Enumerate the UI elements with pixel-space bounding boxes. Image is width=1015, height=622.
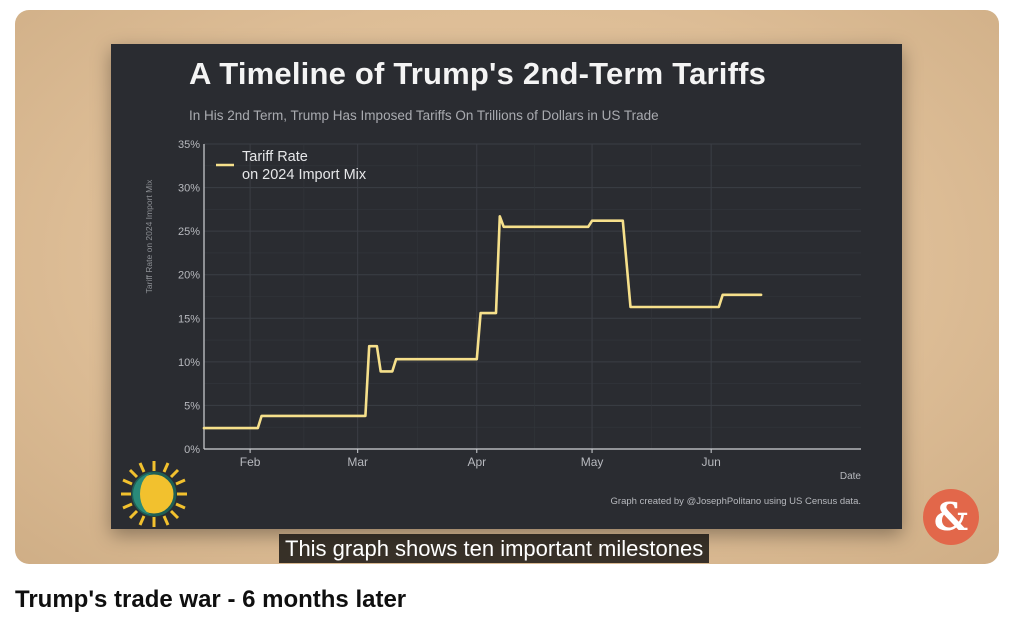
x-tick-label: Feb (240, 455, 261, 469)
chart-credit: Graph created by @JosephPolitano using U… (611, 496, 861, 507)
video-player[interactable]: A Timeline of Trump's 2nd-Term Tariffs I… (15, 10, 999, 564)
y-tick-label: 30% (178, 183, 200, 195)
x-tick-label: Apr (467, 455, 486, 469)
chart-title: A Timeline of Trump's 2nd-Term Tariffs (189, 56, 767, 91)
video-title[interactable]: Trump's trade war - 6 months later (15, 586, 407, 613)
x-tick-label: Jun (701, 455, 720, 469)
chart-subtitle: In His 2nd Term, Trump Has Imposed Tarif… (189, 108, 659, 123)
y-tick-label: 5% (184, 400, 200, 412)
y-tick-label: 20% (178, 270, 200, 282)
y-tick-label: 0% (184, 444, 200, 456)
x-axis-label: Date (840, 471, 862, 482)
legend-label: on 2024 Import Mix (242, 167, 367, 183)
y-tick-label: 25% (178, 226, 200, 238)
y-tick-label: 10% (178, 357, 200, 369)
line-chart: 0% 5% 10% 15% 20% 25% 30% 35% Feb Mar Apr May Jun Tar… (144, 139, 862, 507)
chart-board: A Timeline of Trump's 2nd-Term Tariffs I… (111, 44, 902, 529)
y-tick-label: 35% (178, 139, 200, 151)
x-tick-label: May (581, 455, 604, 469)
tariff-rate-series-line (202, 215, 763, 430)
y-axis-label: Tariff Rate on 2024 Import Mix (144, 179, 154, 293)
legend-label: Tariff Rate (242, 149, 308, 165)
x-tick-label: Mar (347, 455, 368, 469)
ampersand-logo-icon: & (923, 489, 979, 545)
subtitle-caption: This graph shows ten important milestone… (279, 534, 710, 563)
y-tick-label: 15% (178, 313, 200, 325)
sun-logo-icon (121, 461, 187, 527)
